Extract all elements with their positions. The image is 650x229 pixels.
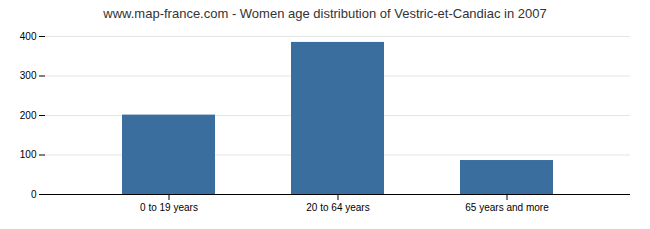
svg-text:400: 400 [20, 31, 37, 42]
svg-text:0: 0 [31, 189, 37, 200]
svg-text:65 years and more: 65 years and more [465, 202, 549, 213]
svg-text:200: 200 [20, 110, 37, 121]
svg-text:20 to 64 years: 20 to 64 years [306, 202, 369, 213]
svg-text:100: 100 [20, 149, 37, 160]
svg-text:300: 300 [20, 70, 37, 81]
html-text:www.map-france.com - Women age: www.map-france.com - Women age distribut… [103, 6, 547, 21]
svg-text:0 to 19 years: 0 to 19 years [140, 202, 198, 213]
